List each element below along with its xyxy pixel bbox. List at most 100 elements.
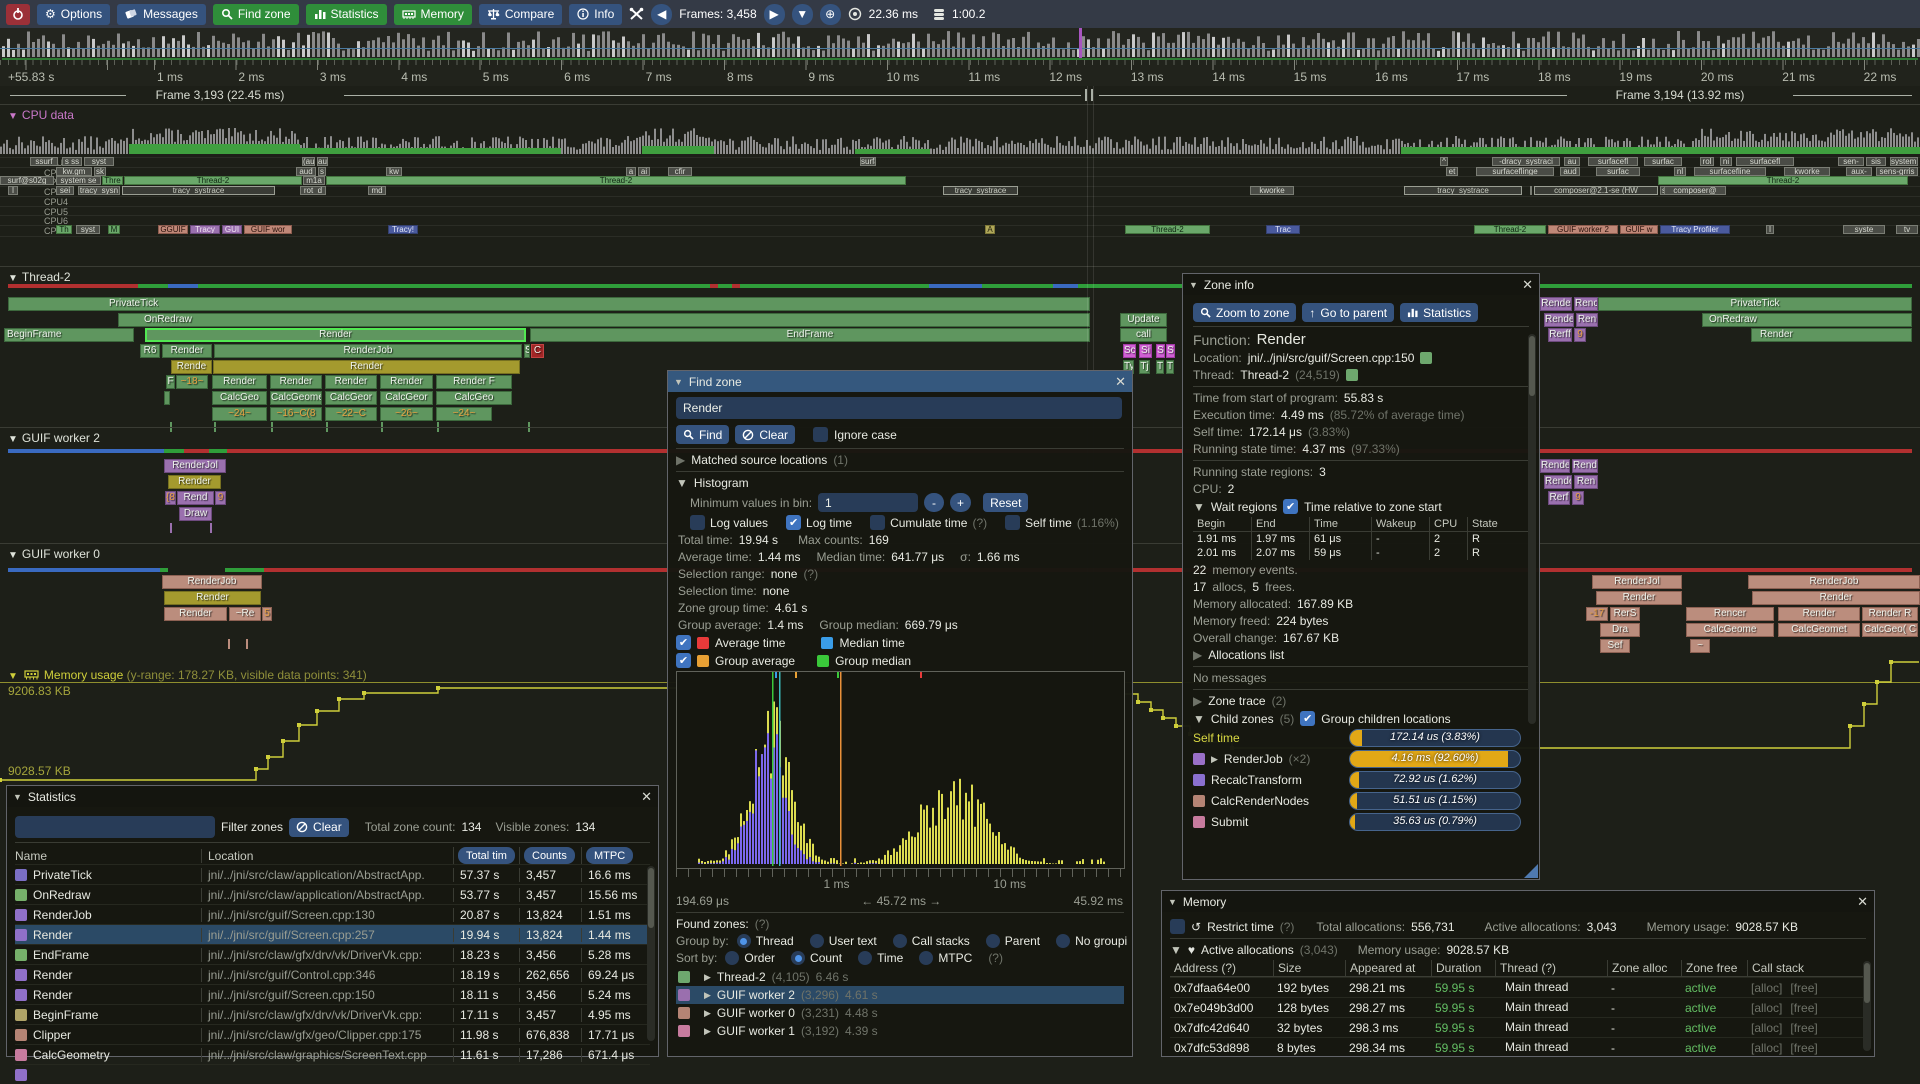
cpu-zone[interactable]: ^ [1440,157,1448,166]
cpu-zone[interactable]: Trac [1266,224,1300,234]
timeline-zone[interactable]: Render [145,328,526,342]
cpu-zone[interactable]: aud [296,166,316,176]
collapse-icon[interactable]: ▼ [1168,896,1177,907]
filter-zones-input[interactable] [15,816,215,838]
timeline-zone[interactable]: S [1166,344,1175,358]
cpu-zone[interactable]: md [368,186,386,196]
expand-icon[interactable]: ▶ [704,1007,711,1018]
timeline-zone[interactable]: Rende [1540,459,1570,473]
found-zone-row[interactable]: ▶ GUIF worker 1 (3,192) 4.39 s [676,1022,1124,1040]
timeline-zone[interactable]: ~22~C [325,407,377,421]
found-zone-row[interactable]: ▶ GUIF worker 2 (3,296) 4.61 s [676,986,1124,1004]
timeline-zone[interactable]: S [1156,344,1165,358]
timeline-zone[interactable] [164,391,170,405]
radio-button[interactable] [725,951,740,965]
ignore-case-checkbox[interactable] [813,427,829,442]
expand-icon[interactable]: ▶ [1211,753,1218,764]
timeline-zone[interactable]: CalcGeo [212,391,267,405]
find-button[interactable]: Find [676,425,730,444]
cpu-zone[interactable]: surfacefline [1694,166,1766,176]
frame-separators-row[interactable]: Frame 3,193 (22.45 ms) Frame 3,194 (13.92… [0,86,1920,104]
collapse-icon[interactable]: ▼ [1189,279,1198,290]
radio-button[interactable] [736,934,751,948]
statistics-row[interactable]: OnRedraw jni/../jni/src/claw/application/… [15,884,650,904]
cpu-zone[interactable]: surfacel [860,157,876,166]
timeline-zone[interactable]: OnRedraw [1702,313,1912,327]
found-zone-row[interactable]: ▶ Thread-2 (4,105) 6.46 s [676,968,1124,986]
cpu-zone[interactable]: sis [1866,157,1886,166]
cpu-zone[interactable]: -dracy_systraci [1492,157,1560,166]
cpu-zone[interactable]: au [317,157,328,166]
next-frame-button[interactable]: ▶ [763,3,785,25]
timeline-zone[interactable]: RenderJol [1592,575,1682,589]
timeline-zone[interactable]: Sef [1600,639,1630,653]
timeline-zone[interactable]: CalcGeome [1686,623,1774,637]
statistics-row[interactable]: RenderJob jni/../jni/src/guif/Screen.cpp:… [15,904,650,924]
expand-icon[interactable]: ▶ [704,971,711,982]
cpu-zone[interactable]: surfac [1644,157,1682,166]
cpu-zone[interactable]: surfacefl [1736,157,1794,166]
cpu-row-label[interactable]: CPU5 [44,206,69,217]
timeline-zone[interactable]: Render [212,375,267,389]
group-children-checkbox[interactable]: ✔ [1300,711,1316,726]
timeline-zone[interactable]: PrivateTick [1598,297,1912,311]
zone-trace-label[interactable]: Zone trace [1208,694,1266,708]
expand-icon[interactable]: ▶ [1193,694,1203,708]
timeline-zone[interactable]: 9 [1574,328,1586,342]
thread-header[interactable]: ▼ GUIF worker 0 [8,547,100,561]
cpu-zone[interactable]: system se [56,176,101,186]
timeline-zone[interactable]: F [166,375,175,389]
timeline-zone[interactable]: CalcGeome [270,391,322,405]
cpu-zone[interactable]: cfir [668,166,692,176]
timeline-zone[interactable]: Render R [1862,607,1918,621]
memory-allocation-row[interactable]: 0x7dfc42d640 32 bytes 298.3 ms 59.95 s Main … [1170,1017,1866,1037]
cpu-zone[interactable]: (au [302,157,315,166]
timeline-zone[interactable]: CalcGeor [380,391,433,405]
timeline-zone[interactable]: Draw [179,507,212,521]
allocations-list-label[interactable]: Allocations list [1208,648,1285,662]
timeline-zone[interactable]: PrivateTick [8,297,1090,311]
memory-allocation-row[interactable]: 0x7dfc53d898 8 bytes 298.34 ms 59.95 s Main … [1170,1037,1866,1057]
cpu-zone[interactable]: ai [638,166,650,176]
close-icon[interactable]: ✕ [1115,373,1126,389]
cpu-zone[interactable]: sen- [1838,157,1864,166]
timeline-zone[interactable]: RenderJol [164,459,226,473]
cpu-zone[interactable]: kworke [1784,166,1830,176]
timeline-zone[interactable]: ~26~ [380,407,433,421]
timeline-zone[interactable]: Update [1120,313,1167,327]
options-button[interactable]: ⚙ Options [37,3,111,25]
col-total-time-button[interactable]: Total tim [458,847,515,864]
free-callstack-link[interactable]: [free] [1790,1000,1818,1015]
timeline-zone[interactable]: Rende [1540,297,1572,311]
statistics-row[interactable]: Clipper jni/../jni/src/claw/gfx/geo/Clipp… [15,1024,650,1044]
memory-titlebar[interactable]: ▼ Memory ✕ [1162,891,1874,912]
col-name[interactable]: Name [15,848,48,863]
min-bin-input[interactable]: 1 [818,493,919,512]
statistics-scrollbar[interactable] [647,866,655,1041]
col-counts-button[interactable]: Counts [524,847,575,864]
collapse-icon[interactable]: ▼ [1193,499,1205,514]
cpu-zone[interactable]: kworke [1250,186,1294,196]
timeline-zone[interactable]: call [1120,328,1167,342]
cpu-zone[interactable]: GGUIF [158,224,188,234]
expand-icon[interactable]: ▶ [704,989,711,1000]
statistics-row[interactable]: BeginFrame jni/../jni/src/claw/gfx/drv/vk… [15,1004,650,1024]
zoom-to-zone-button[interactable]: Zoom to zone [1193,303,1297,322]
timeline-zone[interactable]: ~ [1690,639,1710,653]
cpu-zone[interactable]: Tracy [190,224,220,234]
clear-button[interactable]: Clear [735,425,796,444]
find-zone-button[interactable]: Find zone [212,3,299,25]
cpu-zone[interactable]: sk [94,166,106,176]
expand-icon[interactable]: ▶ [676,453,686,467]
timeline-zone[interactable]: Ren [1576,313,1598,327]
cpu-zone[interactable]: surfaceflinge [1476,166,1554,176]
radio-button[interactable] [791,951,806,965]
cpu-zone[interactable]: s ss [62,157,82,166]
cpu-zone[interactable]: Thread-2 [1125,224,1210,234]
collapsed-zone-stub[interactable] [210,523,212,533]
cpu-zone[interactable]: GUIF worker 2 [1548,224,1618,234]
cpu-zone[interactable]: surfac [1596,166,1640,176]
timeline-zone[interactable]: ~Re [229,607,261,621]
cpu-zone[interactable]: nl [1674,166,1686,176]
statistics-button[interactable]: Statistics [305,3,387,25]
